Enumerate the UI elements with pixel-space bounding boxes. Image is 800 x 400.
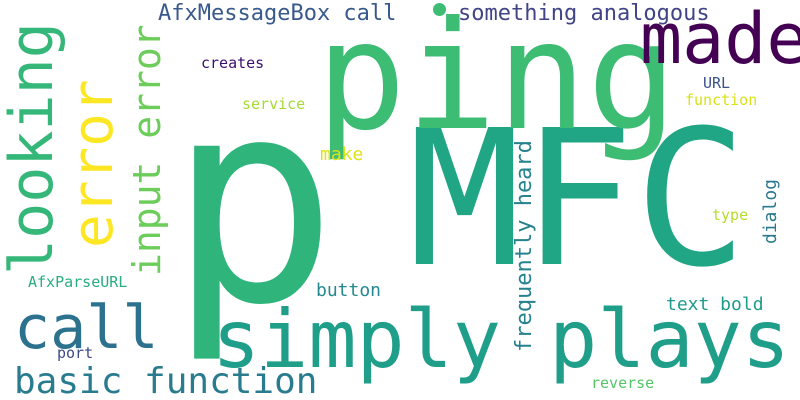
word-looking: looking xyxy=(0,22,67,275)
word-type: type xyxy=(712,206,749,224)
word-something-analogous: something analogous xyxy=(458,1,710,26)
word-error: error xyxy=(61,79,126,248)
word-button: button xyxy=(316,280,382,301)
word-service: service xyxy=(242,95,306,113)
word-ping: ping xyxy=(316,0,678,164)
word-url: URL xyxy=(703,74,731,92)
word-p: p xyxy=(168,38,338,367)
word-dialog: dialog xyxy=(760,178,781,244)
word-made: made xyxy=(640,0,800,80)
word-make: make xyxy=(320,144,364,165)
dot-mark xyxy=(433,3,446,16)
word-afxmessagebox-call: AfxMessageBox call xyxy=(158,1,397,26)
word-afxparseurl: AfxParseURL xyxy=(28,273,128,291)
word-simply-plays: simply plays xyxy=(212,293,790,386)
word-creates: creates xyxy=(201,54,265,72)
word-text-bold: text bold xyxy=(666,294,764,315)
word-mfc: MFC xyxy=(408,90,748,309)
word-call: call xyxy=(14,293,159,363)
word-port: port xyxy=(57,344,94,362)
word-input-error: input error xyxy=(125,24,169,276)
word-basic-function: basic function xyxy=(14,361,318,400)
word-function: function xyxy=(685,91,758,109)
word-reverse: reverse xyxy=(591,374,655,392)
word-frequently-heard: frequently heard xyxy=(512,140,537,352)
